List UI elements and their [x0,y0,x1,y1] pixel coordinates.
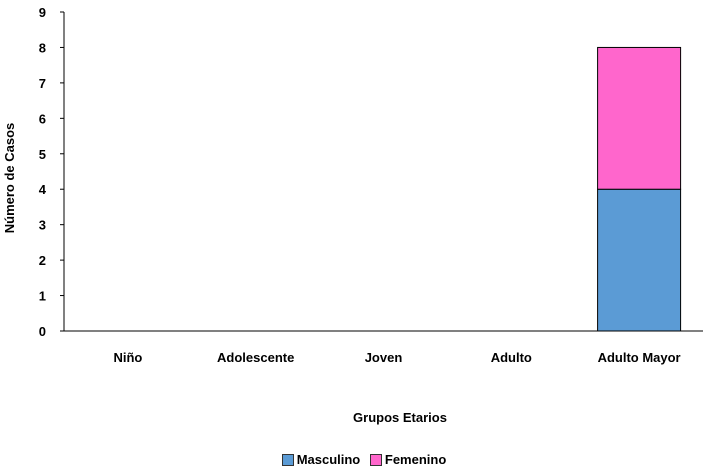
y-tick-label: 3 [39,218,46,233]
tick-labels: 0 1 2 3 4 5 6 7 8 9 Niño Adolescente Joven Adulto Adul… [39,5,681,365]
y-tick-label: 5 [39,147,46,162]
y-tick-label: 6 [39,111,46,126]
legend-item-masculino: Masculino [281,452,361,467]
legend-label-masculino: Masculino [296,452,361,467]
x-axis-title: Grupos Etarios [353,410,447,425]
legend-swatch-masculino [281,453,294,466]
y-tick-label: 7 [39,76,46,91]
x-tick-label: Joven [365,350,403,365]
legend-swatch-femenino [369,453,382,466]
legend: Masculino Femenino [0,452,728,469]
axes [60,11,703,332]
legend-label-femenino: Femenino [384,452,447,467]
y-tick-label: 9 [39,5,46,20]
y-tick-label: 0 [39,324,46,339]
x-tick-label: Adolescente [217,350,294,365]
x-tick-label: Niño [113,350,142,365]
x-tick-label: Adulto Mayor [598,350,681,365]
legend-item-femenino: Femenino [369,452,447,467]
y-tick-label: 4 [39,182,47,197]
y-axis-title: Número de Casos [2,123,17,234]
bars [597,46,682,332]
y-tick-label: 1 [39,289,46,304]
y-tick-label: 2 [39,253,46,268]
bar-masculino-4 [597,188,682,332]
x-tick-label: Adulto [491,350,532,365]
bar-femenino-4 [597,46,682,190]
y-tick-label: 8 [39,40,46,55]
